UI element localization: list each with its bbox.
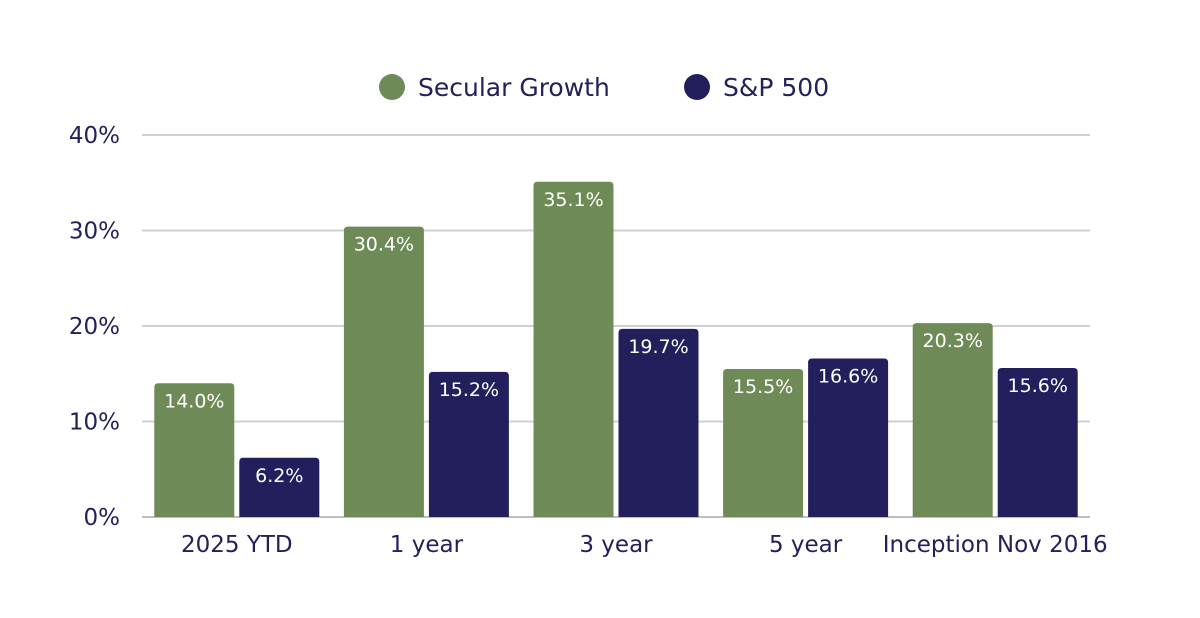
legend: Secular Growth S&P 500 [379, 73, 829, 102]
y-axis: 0% 10% 20% 30% 40% [69, 123, 120, 531]
y-tick-label: 20% [69, 314, 120, 340]
bar-secular-growth [343, 226, 424, 517]
y-tick-label: 40% [69, 123, 120, 149]
y-tick-label: 30% [69, 219, 120, 245]
bar-secular-growth [912, 323, 993, 517]
bar-sp500 [239, 457, 320, 517]
legend-swatch [684, 74, 710, 100]
x-category-label: 3 year [579, 532, 653, 558]
legend-swatch [379, 74, 405, 100]
bar-value-label: 15.2% [439, 379, 499, 401]
x-category-label: 2025 YTD [181, 532, 293, 558]
bar-sp500 [428, 371, 509, 517]
x-category-label: 1 year [390, 532, 464, 558]
y-tick-label: 10% [69, 410, 120, 436]
bar-value-label: 14.0% [164, 390, 224, 412]
legend-label: S&P 500 [723, 73, 829, 102]
bar-sp500 [618, 328, 699, 517]
bar-secular-growth [533, 181, 614, 518]
bar-value-label: 35.1% [543, 189, 603, 211]
bar-value-label: 15.6% [1008, 375, 1068, 397]
bar-value-label: 15.5% [733, 376, 793, 398]
bar-sp500 [808, 358, 889, 517]
x-category-label: Inception Nov 2016 [883, 532, 1108, 558]
bar-value-label: 16.6% [818, 365, 878, 387]
bar-value-label: 30.4% [354, 234, 414, 256]
bar-sp500 [997, 368, 1078, 517]
bar-value-label: 20.3% [923, 330, 983, 352]
bars: 14.0% 6.2% 30.4% 15.2% 35.1% 19.7% 15.5% 16.6% 2… [154, 181, 1078, 518]
y-tick-label: 0% [84, 505, 121, 531]
bar-value-label: 19.7% [628, 336, 688, 358]
bar-secular-growth [154, 383, 235, 517]
bar-value-label: 6.2% [255, 465, 303, 487]
legend-label: Secular Growth [418, 73, 610, 102]
bar-secular-growth [723, 368, 804, 517]
x-axis: 2025 YTD 1 year 3 year 5 year Inception Nov … [181, 532, 1108, 558]
x-category-label: 5 year [769, 532, 843, 558]
